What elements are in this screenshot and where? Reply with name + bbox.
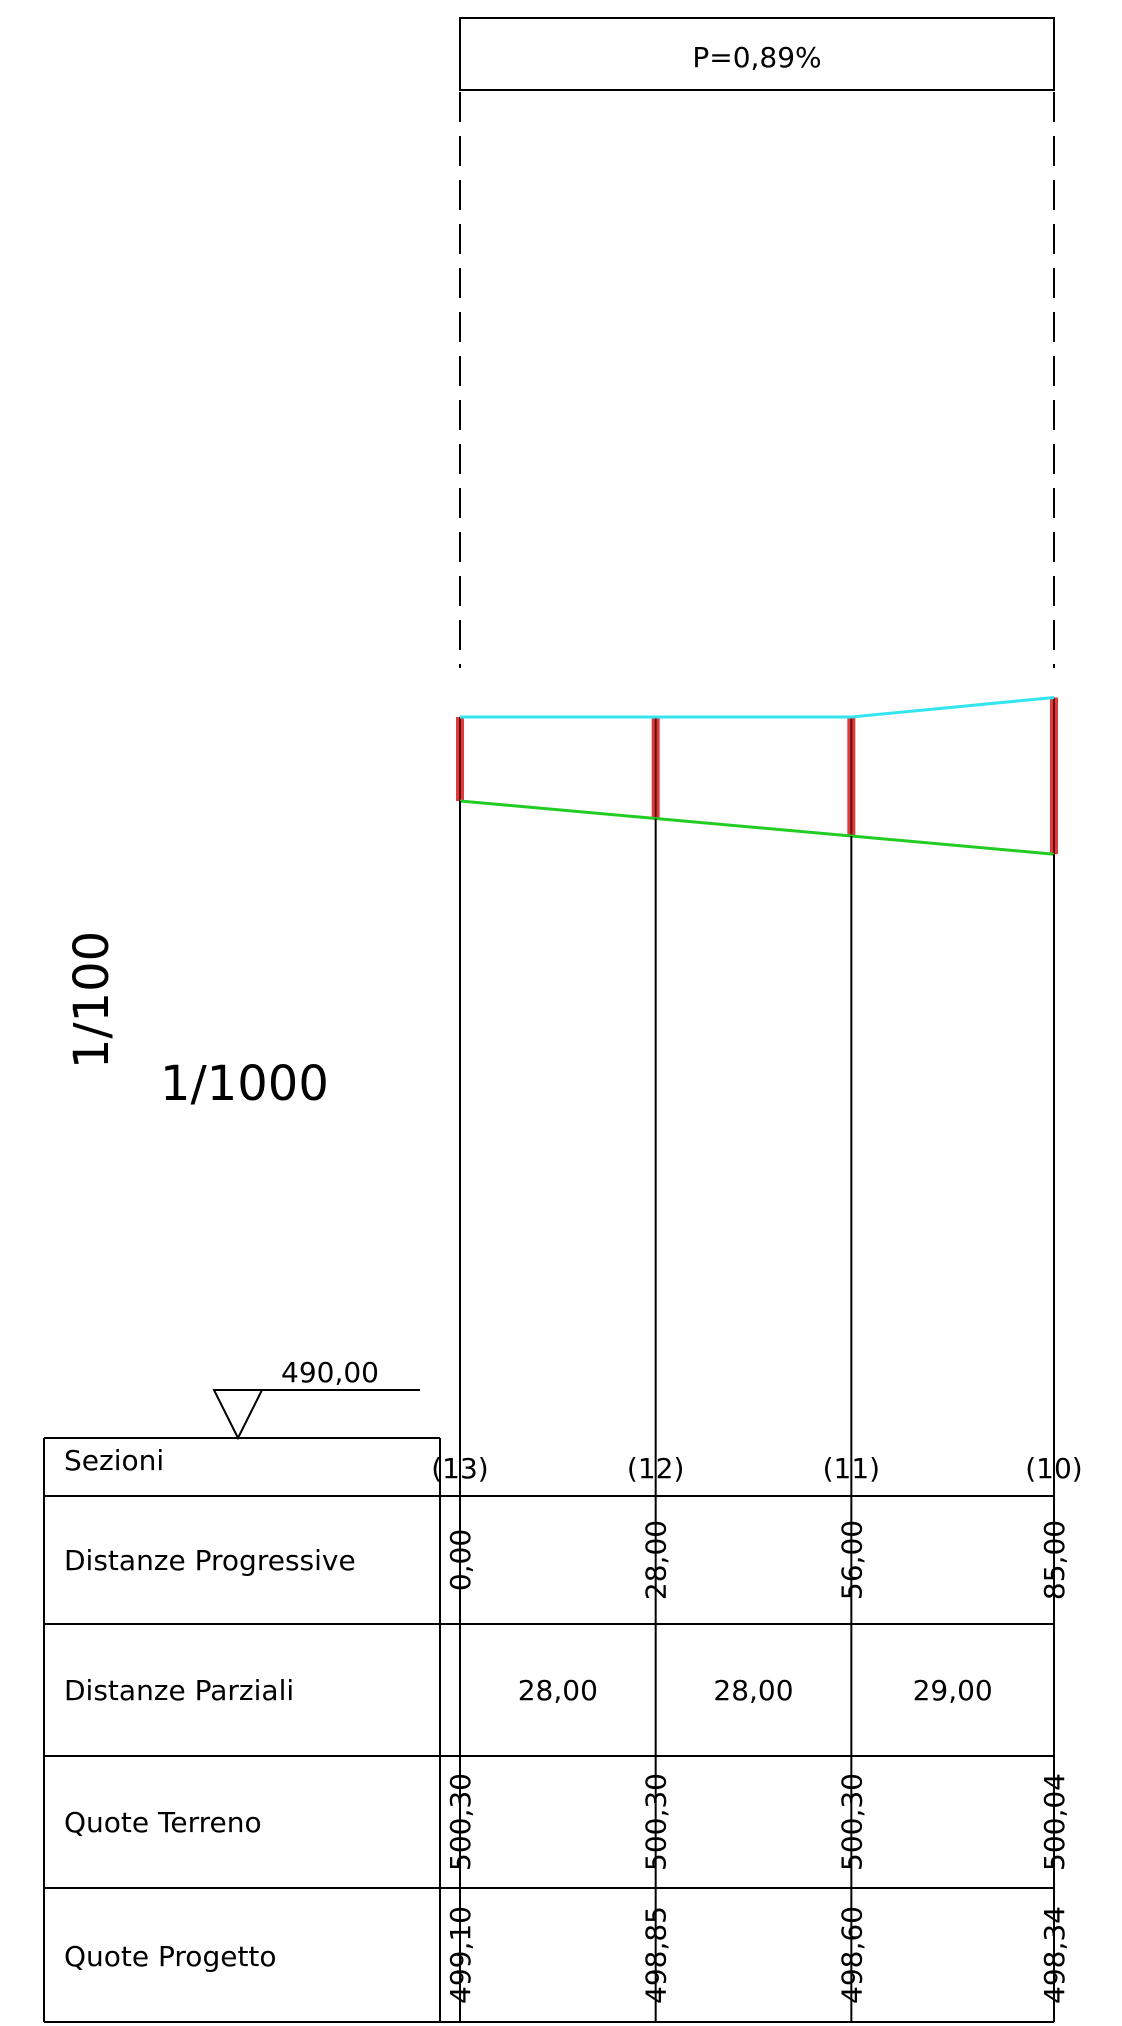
design-profile-line xyxy=(459,799,1055,856)
section-label: (13) xyxy=(431,1452,488,1485)
slope-box: P=0,89% xyxy=(459,17,1055,91)
ground-elevation: 500,30 xyxy=(640,1773,673,1871)
partial-distance: 28,00 xyxy=(518,1674,598,1707)
profile-table: Sezioni Distanze Progressive Distanze Pa… xyxy=(43,1437,1054,2023)
datum-label: 490,00 xyxy=(281,1356,379,1389)
progressive-distance: 0,00 xyxy=(444,1529,477,1591)
slope-label: P=0,89% xyxy=(692,41,821,74)
horizontal-scale-label: 1/1000 xyxy=(160,1056,329,1112)
vertical-scale-label: 1/100 xyxy=(64,931,120,1069)
row-label-parziali: Distanze Parziali xyxy=(64,1674,294,1707)
datum-triangle-icon xyxy=(212,1389,264,1441)
row-label-sezioni: Sezioni xyxy=(64,1444,164,1477)
design-elevation: 498,34 xyxy=(1038,1906,1071,2004)
row-label-progetto: Quote Progetto xyxy=(64,1940,277,1973)
design-elevation: 499,10 xyxy=(444,1906,477,2004)
section-label: (12) xyxy=(627,1452,684,1485)
section-label: (11) xyxy=(823,1452,880,1485)
datum-marker: 490,00 xyxy=(212,1356,420,1441)
design-elevation: 498,60 xyxy=(835,1906,868,2004)
progressive-distance: 85,00 xyxy=(1038,1520,1071,1600)
row-label-terreno: Quote Terreno xyxy=(64,1806,262,1839)
progressive-distance: 28,00 xyxy=(640,1520,673,1600)
row-label-progressive: Distanze Progressive xyxy=(64,1544,356,1577)
partial-distance: 28,00 xyxy=(713,1674,793,1707)
section-columns: (13) 0,00 500,30 499,10 (12) 28,00 500,30 498,8… xyxy=(431,801,1083,2022)
ground-elevation: 500,30 xyxy=(444,1773,477,1871)
partial-distance: 29,00 xyxy=(913,1674,993,1707)
ground-elevation: 500,30 xyxy=(835,1773,868,1871)
section-label: (10) xyxy=(1025,1452,1082,1485)
profile-lines xyxy=(456,696,1058,856)
ground-elevation: 500,04 xyxy=(1038,1773,1071,1871)
design-elevation: 498,85 xyxy=(640,1906,673,2004)
ground-profile-line xyxy=(460,696,1055,719)
progressive-distance: 56,00 xyxy=(835,1520,868,1600)
